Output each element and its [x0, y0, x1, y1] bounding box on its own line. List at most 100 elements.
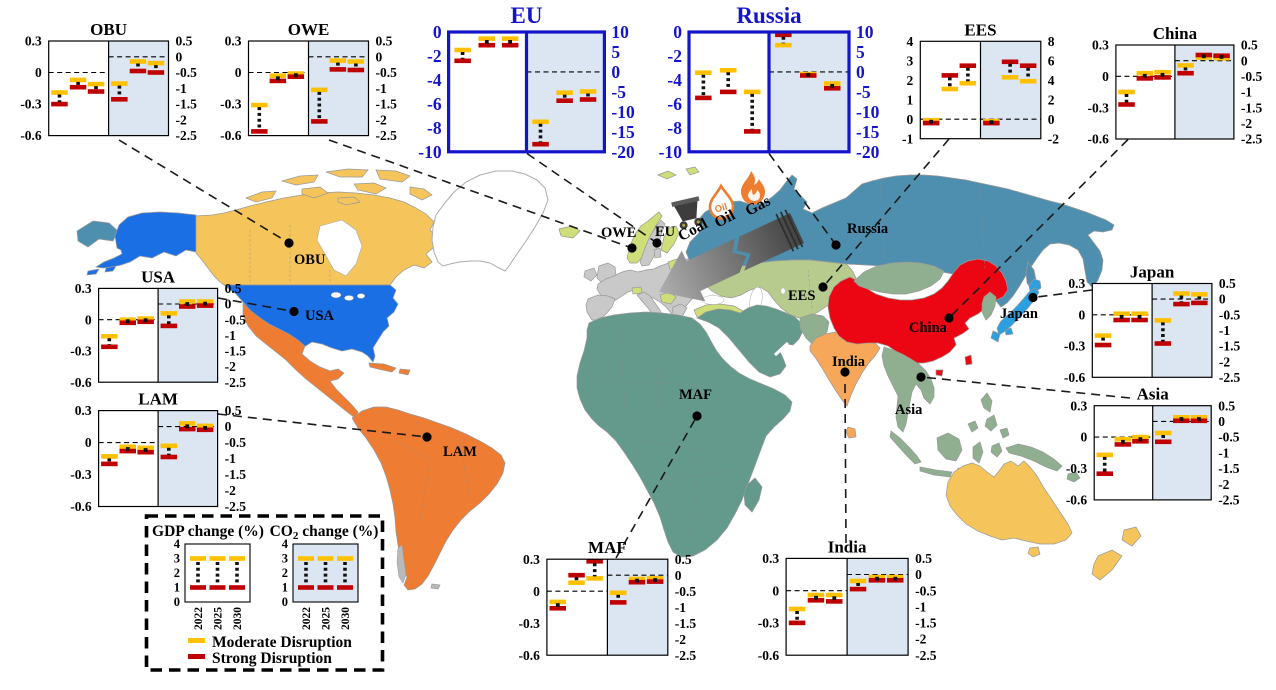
svg-text:-0.6: -0.6 — [70, 499, 92, 514]
svg-text:3: 3 — [282, 552, 288, 566]
svg-text:-2.5: -2.5 — [1218, 493, 1240, 508]
svg-text:-0.3: -0.3 — [70, 344, 92, 359]
svg-text:-4: -4 — [427, 70, 442, 90]
svg-text:10: 10 — [856, 22, 874, 42]
svg-text:0: 0 — [772, 583, 779, 598]
svg-text:-1: -1 — [225, 451, 236, 466]
svg-text:0.3: 0.3 — [762, 551, 779, 566]
svg-text:EES: EES — [788, 288, 815, 304]
svg-text:4: 4 — [1048, 73, 1055, 88]
svg-text:LAM: LAM — [138, 390, 178, 409]
svg-text:-0.6: -0.6 — [1064, 370, 1086, 385]
svg-text:0: 0 — [282, 595, 288, 609]
svg-text:-2: -2 — [1048, 131, 1059, 146]
svg-text:2025: 2025 — [321, 607, 333, 630]
svg-text:-0.5: -0.5 — [225, 312, 247, 327]
svg-text:USA: USA — [305, 308, 335, 324]
svg-text:0.3: 0.3 — [225, 34, 242, 49]
svg-text:-6: -6 — [427, 94, 442, 114]
svg-text:EU: EU — [511, 3, 543, 28]
svg-text:-2.5: -2.5 — [1219, 370, 1241, 385]
svg-text:-0.6: -0.6 — [20, 128, 42, 143]
svg-text:2022: 2022 — [301, 607, 313, 630]
svg-text:-0.5: -0.5 — [376, 65, 398, 80]
svg-text:2: 2 — [282, 566, 288, 580]
svg-text:-0.6: -0.6 — [70, 375, 92, 390]
svg-text:8: 8 — [1048, 34, 1055, 49]
svg-text:-2.5: -2.5 — [225, 375, 247, 390]
svg-text:0: 0 — [1048, 112, 1055, 127]
svg-text:-0.3: -0.3 — [1066, 461, 1088, 476]
svg-text:-0.5: -0.5 — [1218, 430, 1240, 445]
svg-text:0: 0 — [1241, 53, 1248, 68]
svg-text:-0.5: -0.5 — [915, 583, 937, 598]
svg-text:-20: -20 — [856, 142, 880, 162]
svg-text:0.5: 0.5 — [225, 403, 242, 418]
svg-text:0: 0 — [675, 568, 682, 583]
svg-text:India: India — [832, 354, 866, 370]
svg-text:-0.6: -0.6 — [220, 128, 242, 143]
svg-text:Russia: Russia — [736, 3, 802, 28]
svg-text:0: 0 — [235, 65, 242, 80]
svg-text:0.5: 0.5 — [915, 551, 932, 566]
svg-text:-6: -6 — [667, 94, 682, 114]
svg-text:-1: -1 — [675, 600, 686, 615]
svg-text:Strong Disruption: Strong Disruption — [212, 650, 332, 667]
svg-text:0.5: 0.5 — [376, 34, 393, 49]
svg-text:0: 0 — [85, 435, 92, 450]
svg-text:MAF: MAF — [588, 538, 627, 557]
svg-text:0: 0 — [35, 65, 42, 80]
svg-text:0.3: 0.3 — [75, 403, 92, 418]
svg-text:-2.5: -2.5 — [176, 128, 198, 143]
svg-text:Japan: Japan — [1000, 306, 1038, 322]
svg-text:0.3: 0.3 — [523, 552, 540, 567]
svg-text:2: 2 — [907, 73, 914, 88]
svg-text:China: China — [909, 320, 948, 336]
svg-text:0: 0 — [174, 595, 180, 609]
svg-text:GDP change (%): GDP change (%) — [152, 523, 264, 540]
svg-text:5: 5 — [856, 42, 865, 62]
svg-text:0.3: 0.3 — [1092, 38, 1109, 53]
svg-text:-20: -20 — [611, 142, 635, 162]
svg-text:0: 0 — [907, 112, 914, 127]
svg-text:0: 0 — [673, 22, 682, 42]
svg-text:-2: -2 — [1241, 116, 1252, 131]
svg-text:1: 1 — [907, 92, 914, 107]
svg-text:-2: -2 — [427, 46, 442, 66]
svg-text:EES: EES — [964, 20, 996, 39]
svg-text:-15: -15 — [611, 122, 635, 142]
svg-text:4: 4 — [282, 537, 289, 551]
svg-text:-0.6: -0.6 — [758, 648, 780, 663]
svg-text:-0.3: -0.3 — [1064, 339, 1086, 354]
svg-text:-0.6: -0.6 — [1088, 132, 1110, 147]
svg-text:-1.5: -1.5 — [915, 616, 937, 631]
svg-text:-2: -2 — [176, 112, 187, 127]
svg-text:-1: -1 — [176, 81, 187, 96]
svg-text:0.5: 0.5 — [1218, 398, 1235, 413]
svg-text:China: China — [1153, 24, 1198, 43]
svg-text:-1.5: -1.5 — [225, 467, 247, 482]
svg-text:OBU: OBU — [294, 252, 326, 268]
svg-text:-1: -1 — [376, 81, 387, 96]
svg-text:-0.6: -0.6 — [1066, 493, 1088, 508]
svg-text:-0.5: -0.5 — [675, 584, 697, 599]
svg-text:2: 2 — [174, 566, 180, 580]
svg-text:0: 0 — [433, 22, 442, 42]
svg-text:1: 1 — [174, 581, 180, 595]
svg-text:2030: 2030 — [340, 607, 352, 630]
svg-text:-10: -10 — [418, 142, 442, 162]
svg-text:-1: -1 — [902, 131, 913, 146]
svg-text:-2.5: -2.5 — [1241, 132, 1263, 147]
svg-text:-2: -2 — [675, 632, 686, 647]
svg-text:0: 0 — [176, 49, 183, 64]
svg-text:-10: -10 — [856, 102, 880, 122]
svg-text:4: 4 — [174, 537, 181, 551]
svg-text:-0.6: -0.6 — [519, 648, 541, 663]
svg-text:1: 1 — [282, 581, 288, 595]
svg-text:-1: -1 — [915, 599, 926, 614]
svg-text:-2.5: -2.5 — [915, 648, 937, 663]
svg-text:-1: -1 — [1219, 323, 1230, 338]
svg-text:0.3: 0.3 — [1070, 398, 1087, 413]
svg-text:2: 2 — [1048, 92, 1055, 107]
svg-text:Asia: Asia — [895, 402, 923, 418]
